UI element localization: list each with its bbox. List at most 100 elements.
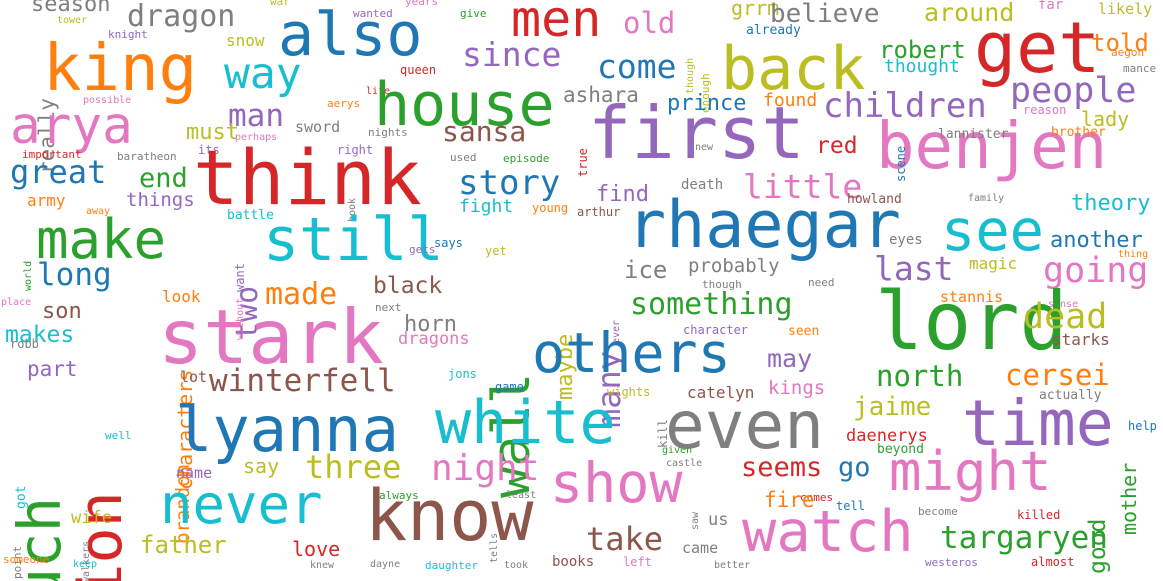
word-robb: robb (10, 337, 39, 351)
word-though: though (685, 57, 696, 95)
word-three: three (305, 448, 402, 486)
word-episode: episode (503, 152, 550, 165)
word-brother: brother (1051, 125, 1106, 140)
word-red: red (816, 133, 858, 159)
word-death: death (681, 177, 724, 193)
word-great: great (10, 153, 107, 191)
word-son: son (42, 299, 82, 324)
word-story: story (458, 163, 561, 203)
word-thing: thing (1118, 249, 1149, 260)
word-wanted: wanted (353, 7, 393, 20)
word-part: part (27, 357, 78, 381)
word-stark: stark (158, 293, 384, 381)
word-beyond: beyond (877, 442, 924, 457)
word-winterfell: winterfell (209, 363, 396, 399)
word-go: go (838, 452, 871, 483)
word-even: even (665, 387, 824, 464)
word-see: see (941, 198, 1044, 264)
word-white: white (435, 388, 616, 458)
word-mance: mance (1123, 62, 1157, 75)
word-might: might (889, 440, 1052, 503)
word-almost: almost (1031, 555, 1075, 569)
word-prince: prince (667, 91, 747, 116)
word-family: family (968, 193, 1005, 204)
word-seen: seen (788, 324, 820, 339)
word-arthur: arthur (577, 205, 621, 219)
word-wights: wights (607, 385, 651, 399)
word-away: away (86, 206, 111, 217)
word-fight: fight (459, 196, 514, 217)
word-rhaegar: rhaegar (627, 188, 901, 263)
word-baratheon: baratheon (117, 150, 177, 163)
word-possible: possible (83, 95, 132, 106)
word-knew: knew (310, 560, 335, 571)
word-lannister: lannister (938, 127, 1009, 142)
word-left: left (623, 555, 652, 569)
word-aerys: aerys (327, 97, 361, 110)
word-know: know (365, 475, 534, 557)
word-king: king (43, 32, 198, 106)
word-become: become (918, 505, 958, 518)
word-black: black (373, 273, 443, 299)
word-next: next (375, 301, 402, 314)
word-look: look (162, 287, 201, 306)
word-saw: saw (690, 511, 701, 531)
word-arya: arya (10, 97, 133, 156)
word-gets: gets (409, 243, 436, 256)
word-season: season (31, 0, 111, 17)
word-probably: probably (688, 255, 780, 277)
word-help: help (1128, 419, 1157, 433)
word-likely: likely (1098, 0, 1153, 18)
word-take: take (586, 520, 664, 558)
word-night: night (431, 448, 540, 489)
word-fire: fire (764, 488, 815, 512)
word-wife: wife (71, 508, 112, 528)
word-scene: scene (894, 145, 908, 183)
word-benjen: benjen (876, 110, 1108, 184)
word-life: life (366, 86, 391, 97)
word-though: though (702, 278, 742, 291)
word-dead: dead (1023, 297, 1108, 337)
word-children: children (823, 86, 987, 126)
word-used: used (450, 151, 477, 164)
word-lady: lady (1081, 107, 1130, 131)
word-westeros: westeros (925, 556, 978, 569)
word-well: well (105, 429, 132, 442)
word-least: least (506, 490, 537, 501)
word-comes: comes (800, 491, 834, 504)
word-howland: howland (847, 192, 902, 207)
word-actually: actually (1039, 388, 1102, 403)
word-thought: thought (884, 56, 960, 77)
word-queen: queen (400, 63, 437, 77)
word-tell: tell (836, 499, 865, 513)
word-got: got (14, 485, 29, 510)
word-world: world (23, 260, 34, 292)
word-us: us (708, 510, 729, 530)
word-name: name (176, 464, 213, 482)
word-still: still (263, 205, 444, 275)
word-people: people (1010, 71, 1137, 111)
word-daughter: daughter (425, 559, 478, 572)
word-someone: someone (3, 553, 50, 566)
word-long: long (37, 257, 112, 293)
word-things: things (126, 189, 195, 211)
word-back: back (721, 34, 866, 104)
word-around: around (924, 0, 1015, 27)
word-lord: lord (875, 275, 1068, 368)
word-always: always (379, 489, 419, 502)
word-kings: kings (768, 377, 826, 399)
word-better: better (714, 560, 751, 571)
word-nights: nights (368, 126, 408, 139)
word-theory: theory (1071, 191, 1151, 216)
word-ice: ice (624, 256, 668, 284)
word-something: something (630, 287, 793, 322)
word-given: given (662, 445, 693, 456)
word-books: books (552, 554, 595, 570)
word-knight: knight (108, 28, 148, 41)
word-may: may (767, 344, 813, 373)
word-makes: makes (5, 322, 75, 348)
word-jaime: jaime (853, 392, 932, 422)
word-say: say (243, 454, 280, 478)
word-grrm: grrm (731, 0, 780, 20)
word-war: war (270, 0, 290, 8)
